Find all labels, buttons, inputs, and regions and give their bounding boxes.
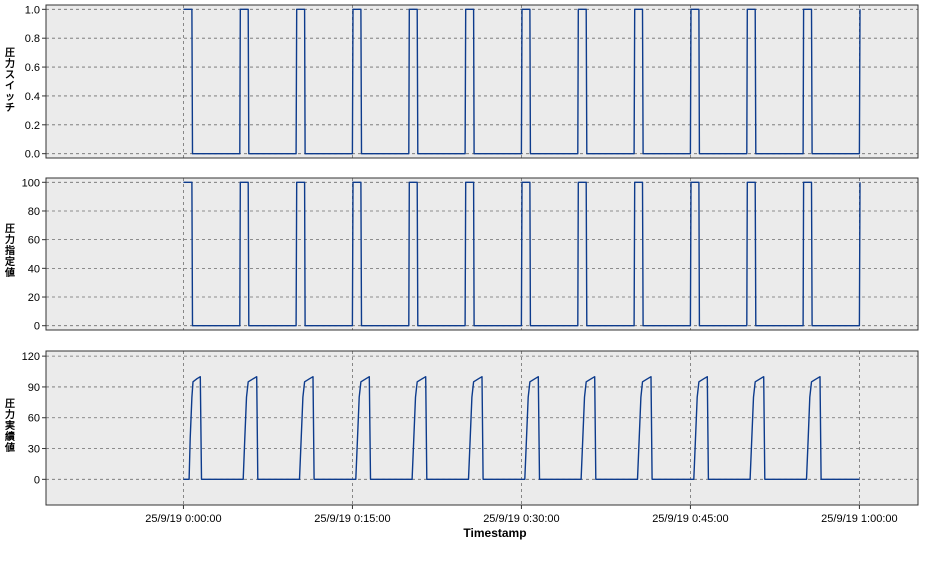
panel-2-ytick-label: 40 [28,263,40,275]
panel-3-ytick-label: 0 [34,474,40,486]
panel-2-series-line [183,181,861,327]
panel-1-ytick-label: 0.0 [25,149,40,161]
panel-1-series-line [183,8,861,155]
panel-2-ytick-label: 0 [34,321,40,333]
panel-3-ylabel: 圧力実績値 [5,399,15,454]
panel-3-ytick-label: 90 [28,382,40,394]
panel-3-ytick-label: 30 [28,444,40,456]
x-axis-label: Timestamp [463,526,526,540]
panel-3-series-line [183,376,860,480]
panel-1-ylabel: 圧力スイッチ [5,48,15,114]
panel-3-ytick-label: 120 [22,351,40,363]
panel-3-frame [45,350,919,506]
panel-1-ytick-label: 0.4 [25,91,40,103]
panel-2-ytick-label: 60 [28,235,40,247]
panel-2-frame [45,177,919,331]
panel-1-frame [45,4,919,159]
x-tick-label: 25/9/19 0:30:00 [483,513,559,525]
panel-3-ytick-label: 60 [28,413,40,425]
panel-1-background [46,5,918,158]
panel-1-ytick-label: 1.0 [25,4,40,16]
panel-1-ytick-label: 0.6 [25,62,40,74]
panel-2-ytick-label: 100 [22,177,40,189]
panel-2-ytick-label: 20 [28,292,40,304]
panel-2-ylabel: 圧力指定値 [5,224,15,279]
panel-2-background [46,178,918,330]
panel-1-ytick-label: 0.8 [25,33,40,45]
panel-2-ytick-label: 80 [28,206,40,218]
x-tick-label: 25/9/19 0:45:00 [652,513,728,525]
x-tick-label: 25/9/19 1:00:00 [821,513,897,525]
panel-1-ytick-label: 0.2 [25,120,40,132]
x-tick-label: 25/9/19 0:15:00 [314,513,390,525]
x-tick-label: 25/9/19 0:00:00 [145,513,221,525]
